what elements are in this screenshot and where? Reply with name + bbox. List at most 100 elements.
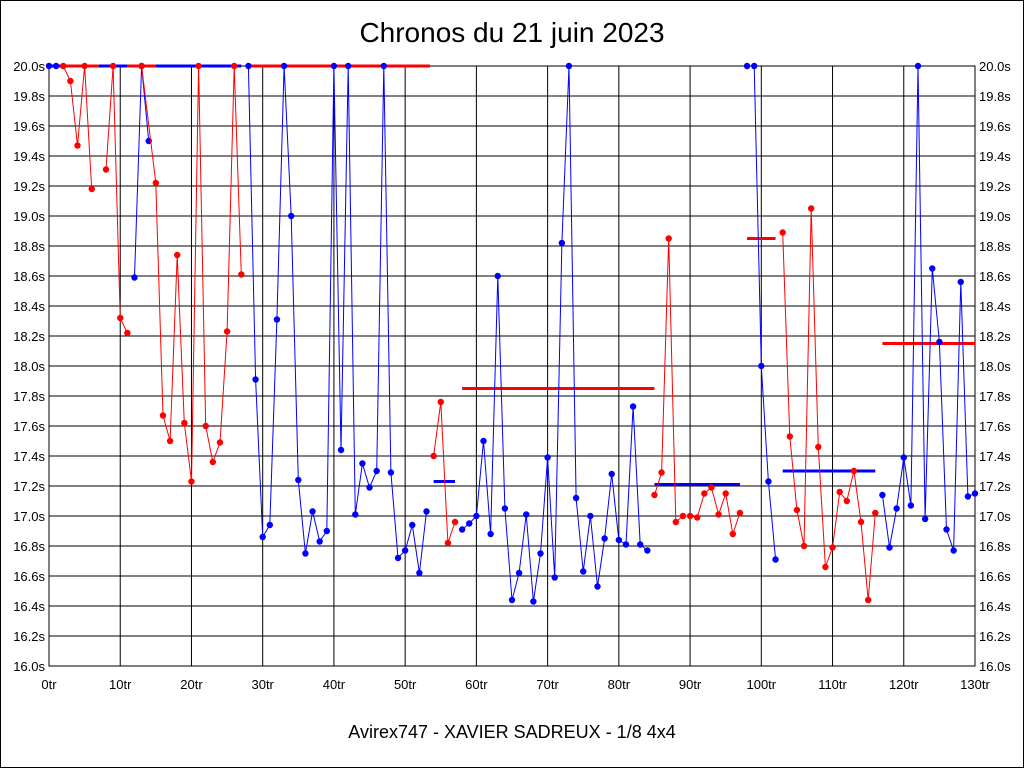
data-point — [558, 239, 566, 247]
data-point — [159, 412, 167, 419]
data-point — [352, 511, 359, 518]
y-tick-label-left: 19.6s — [13, 119, 45, 134]
data-point — [971, 490, 979, 497]
data-point — [743, 62, 751, 70]
y-tick-label-right: 16.6s — [979, 569, 1011, 584]
data-point — [166, 437, 174, 445]
data-point — [872, 509, 879, 517]
x-tick-label: 60tr — [465, 677, 488, 692]
data-point — [416, 569, 423, 577]
data-point — [914, 62, 922, 70]
y-tick-label-left: 17.6s — [13, 419, 45, 434]
y-tick-label-right: 17.2s — [979, 479, 1011, 494]
y-tick-label-right: 19.4s — [979, 149, 1011, 164]
series-line — [247, 65, 427, 574]
data-point — [772, 556, 779, 563]
data-point — [466, 520, 473, 527]
y-tick-label-left: 17.2s — [13, 479, 45, 494]
data-point — [936, 338, 943, 346]
data-point — [515, 569, 523, 577]
y-tick-label-left: 19.8s — [13, 89, 45, 104]
data-point — [181, 419, 188, 427]
data-point — [765, 478, 772, 485]
data-point — [316, 538, 323, 545]
y-tick-label-left: 19.2s — [13, 179, 45, 194]
data-point — [245, 62, 252, 70]
series-line — [105, 65, 128, 334]
data-point — [52, 62, 60, 70]
data-point — [629, 403, 637, 410]
data-point — [758, 362, 765, 370]
y-tick-label-right: 16.8s — [979, 539, 1011, 554]
data-point — [807, 205, 815, 212]
data-point — [409, 521, 416, 529]
data-point — [138, 62, 145, 70]
x-tick-label: 90tr — [679, 677, 702, 692]
data-point — [195, 62, 202, 70]
data-point — [530, 598, 537, 605]
data-point — [430, 452, 437, 460]
y-tick-label-right: 20.0s — [979, 59, 1011, 74]
y-tick-label-left: 19.0s — [13, 209, 45, 224]
data-point — [295, 476, 302, 484]
data-point — [750, 62, 758, 70]
data-point — [109, 62, 117, 70]
data-point — [380, 62, 387, 70]
data-point — [131, 274, 138, 281]
data-point — [487, 530, 494, 538]
y-tick-label-right: 16.4s — [979, 599, 1011, 614]
data-point — [437, 398, 444, 406]
data-point — [587, 512, 594, 520]
data-point — [850, 467, 858, 475]
x-tick-label: 110tr — [818, 677, 847, 692]
data-point — [401, 547, 409, 554]
data-point — [323, 527, 330, 535]
data-point — [572, 494, 580, 502]
series-line — [782, 208, 876, 601]
data-point — [800, 542, 808, 550]
data-point — [857, 518, 865, 526]
data-point — [74, 142, 81, 149]
data-point — [302, 550, 309, 557]
y-tick-label-left: 17.8s — [13, 389, 45, 404]
data-point — [950, 547, 957, 554]
x-tick-label: 50tr — [394, 677, 417, 692]
data-point — [900, 454, 907, 461]
data-point — [544, 454, 551, 461]
y-tick-label-right: 18.2s — [979, 329, 1011, 344]
data-point — [238, 271, 245, 278]
y-tick-label-left: 16.4s — [13, 599, 45, 614]
y-tick-label-left: 17.0s — [13, 509, 45, 524]
y-tick-label-left: 16.2s — [13, 629, 45, 644]
x-tick-label: 10tr — [109, 677, 132, 692]
data-point — [601, 535, 608, 542]
data-point — [152, 179, 160, 187]
x-tick-label: 20tr — [180, 677, 203, 692]
data-point — [501, 505, 509, 512]
data-point — [615, 536, 623, 544]
y-tick-label-left: 18.8s — [13, 239, 45, 254]
data-point — [943, 526, 950, 533]
data-point — [594, 583, 601, 590]
y-tick-label-left: 16.0s — [13, 659, 45, 674]
y-tick-label-right: 17.8s — [979, 389, 1011, 404]
x-tick-label: 40tr — [323, 677, 346, 692]
data-point — [822, 563, 829, 571]
data-point — [124, 329, 131, 337]
y-tick-label-right: 16.2s — [979, 629, 1011, 644]
data-point — [665, 235, 672, 242]
y-tick-label-right: 18.8s — [979, 239, 1011, 254]
y-tick-label-left: 20.0s — [13, 59, 45, 74]
x-tick-label: 130tr — [960, 677, 990, 692]
data-point — [330, 62, 338, 70]
data-point — [843, 497, 850, 505]
y-tick-label-right: 18.0s — [979, 359, 1011, 374]
data-point — [60, 62, 67, 70]
data-point — [337, 446, 345, 454]
y-tick-label-right: 19.8s — [979, 89, 1011, 104]
data-point — [252, 376, 259, 383]
data-point — [651, 491, 658, 499]
data-point — [815, 443, 822, 451]
data-point — [394, 554, 402, 562]
data-point — [273, 316, 281, 323]
